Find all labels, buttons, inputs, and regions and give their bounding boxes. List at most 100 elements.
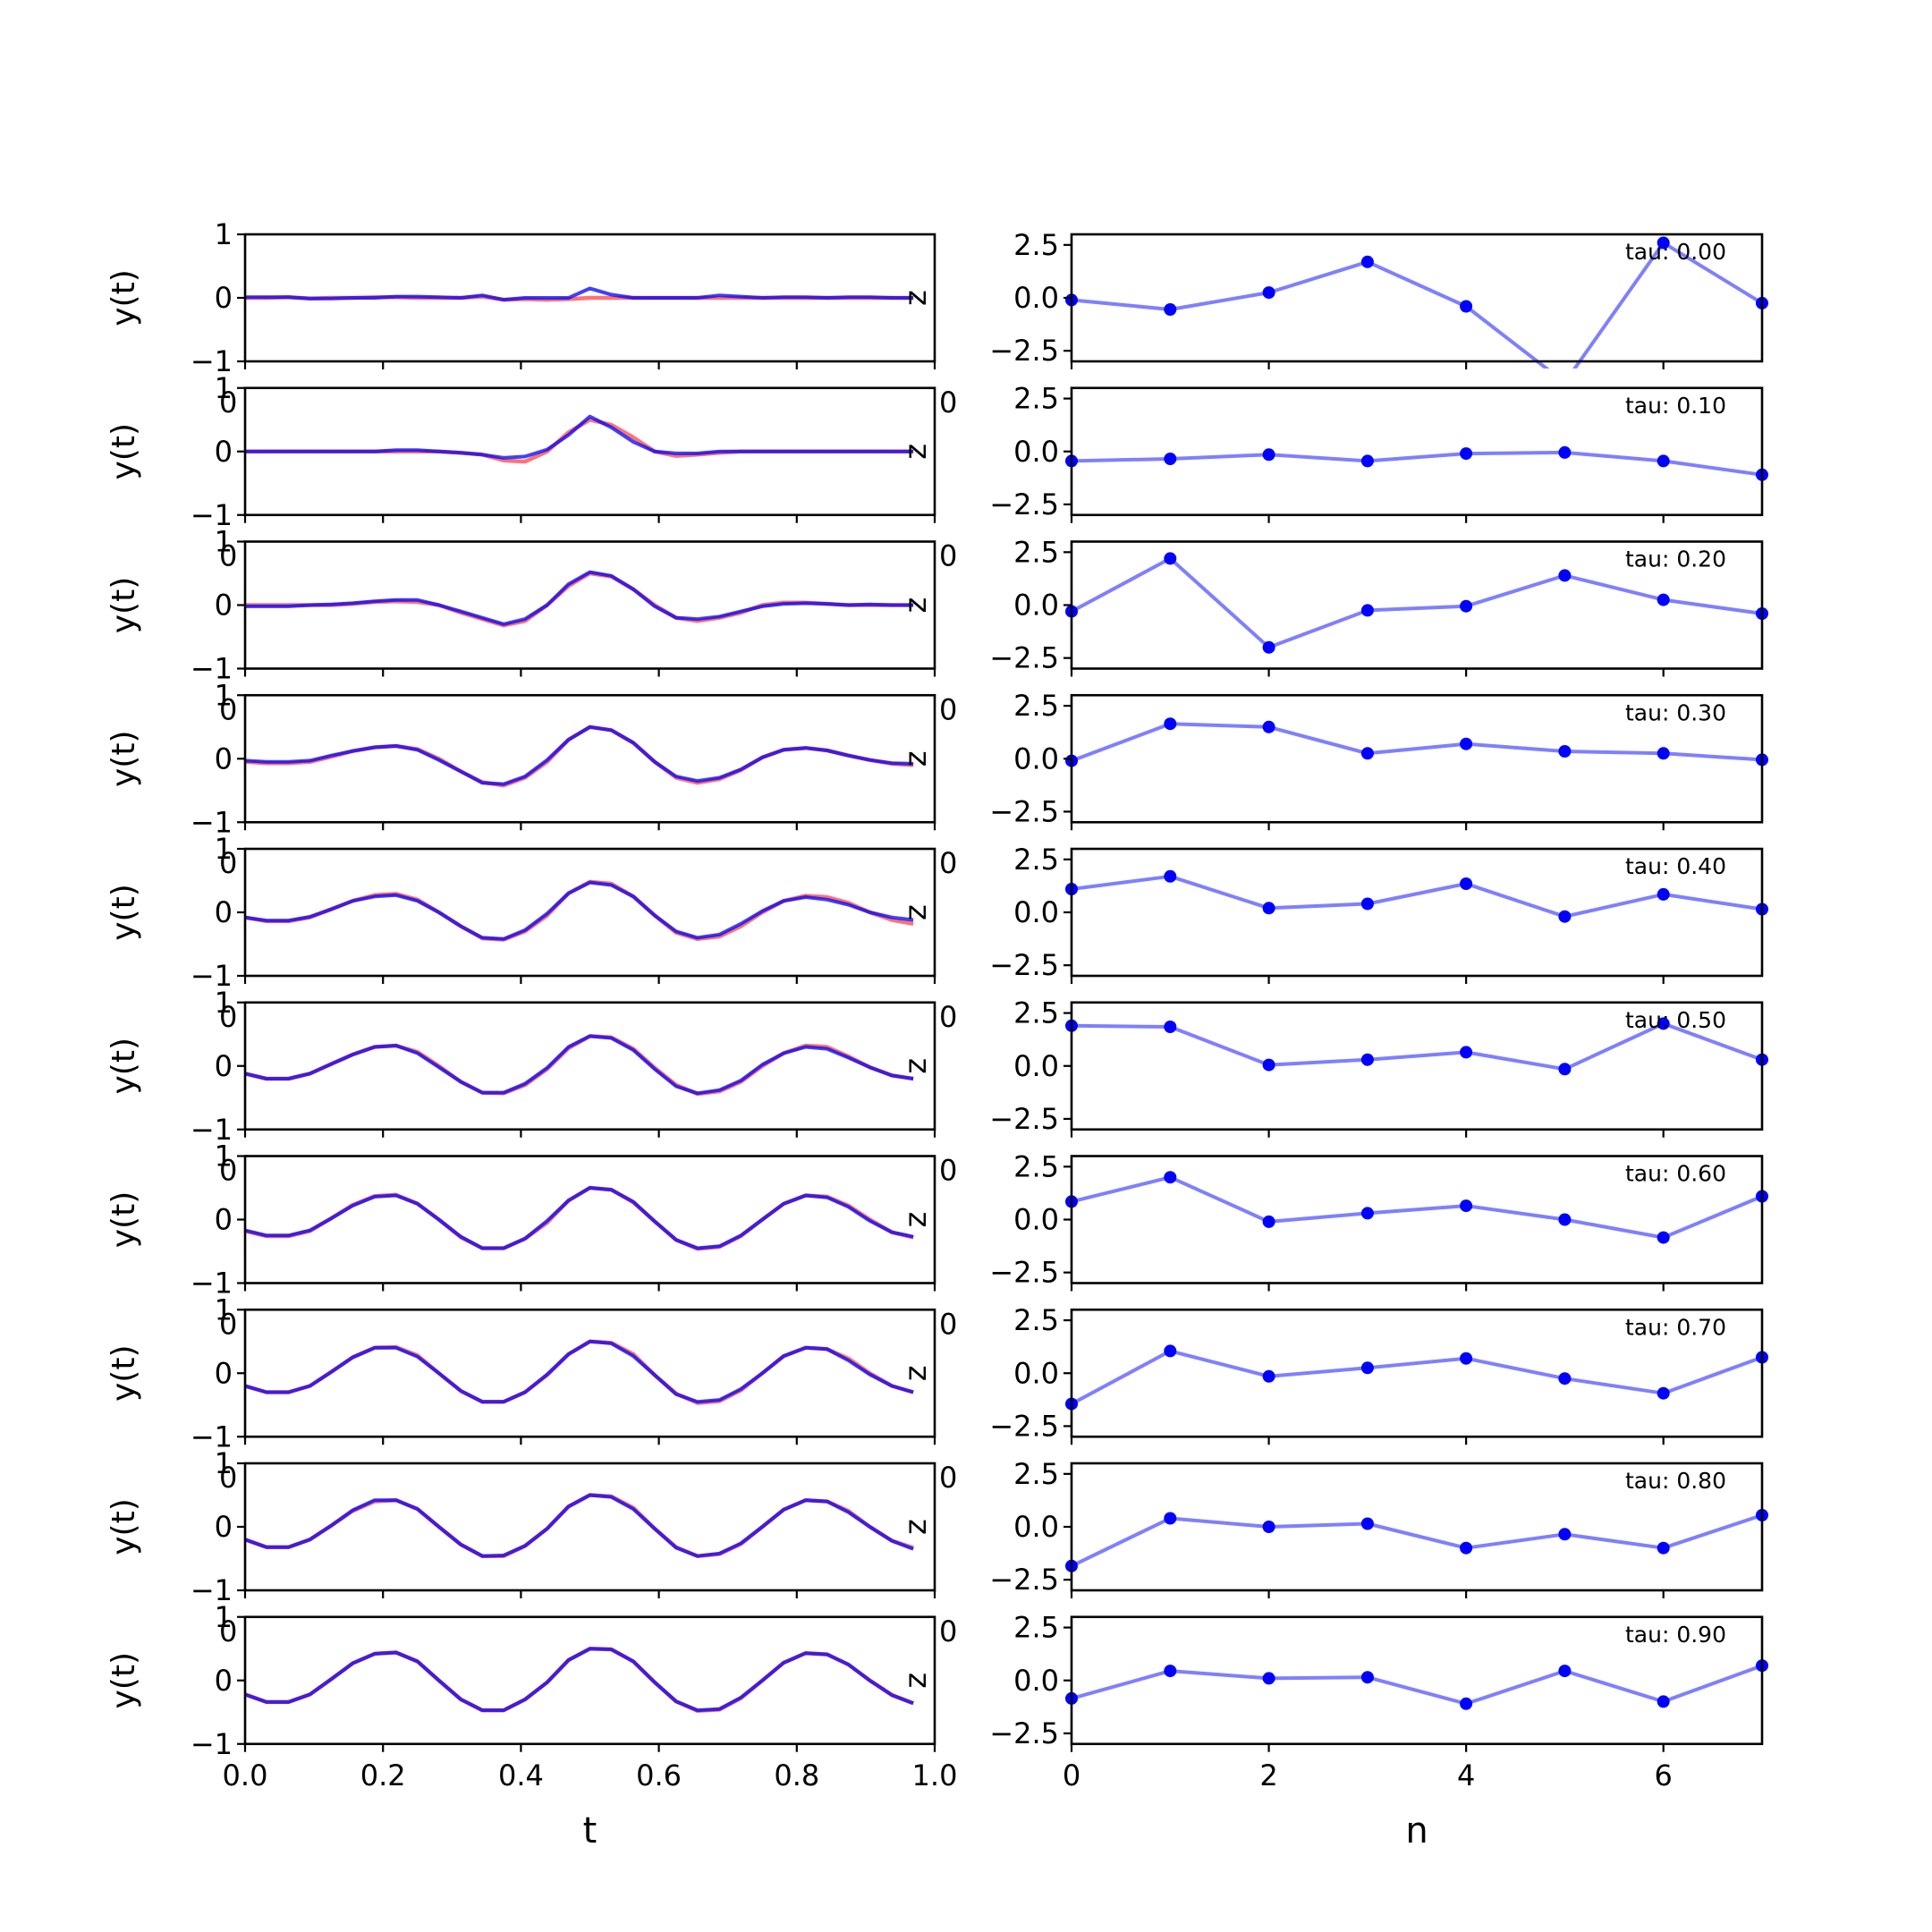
coefficient-point xyxy=(1460,1046,1473,1059)
coefficient-line xyxy=(1071,1021,1763,1072)
coefficient-point xyxy=(1657,236,1670,250)
coefficient-panel-8: −2.5 0.0 2.5 tau: 0.80 0 xyxy=(939,1457,1768,1598)
model-curve xyxy=(245,880,914,941)
side-label-z: z xyxy=(898,1673,934,1689)
y-tick-label: 1 xyxy=(215,678,233,712)
coefficient-point xyxy=(1262,902,1275,915)
side-label-z: z xyxy=(898,444,934,460)
coefficient-point xyxy=(1262,1521,1275,1533)
coefficient-line xyxy=(1071,722,1763,763)
y-tick-label: 1 xyxy=(215,1292,233,1326)
x-axis-label: n xyxy=(1405,1810,1428,1852)
model-curve xyxy=(245,414,914,460)
stray-tick-label: 0 xyxy=(939,1614,957,1648)
coefficient-point xyxy=(1460,1697,1473,1710)
y-tick-label: 2.5 xyxy=(1013,228,1059,262)
stray-tick-label: 0 xyxy=(219,1000,237,1034)
coefficient-point xyxy=(1164,1512,1177,1525)
x-tick-label: 2 xyxy=(1259,1758,1277,1792)
y-tick-label: 2.5 xyxy=(1013,1149,1059,1183)
coefficient-line xyxy=(1071,1513,1763,1568)
y-tick-label: 0 xyxy=(215,1356,233,1390)
axis-frame xyxy=(243,693,936,824)
coefficient-point xyxy=(1657,454,1670,468)
y-axis-label: y(t) xyxy=(106,1038,142,1095)
y-tick-label: 0.0 xyxy=(1013,589,1059,623)
y-tick-label: −1 xyxy=(191,1267,233,1301)
side-label-z: z xyxy=(898,750,934,767)
stray-tick-label: 0 xyxy=(939,1307,957,1341)
y-tick-label: −2.5 xyxy=(989,1716,1059,1750)
tau-annotation: tau: 0.90 xyxy=(1625,1622,1726,1648)
y-axis-label: y(t) xyxy=(106,1498,142,1555)
coefficient-panel-1: −2.5 0.0 2.5 tau: 0.10 0 xyxy=(939,382,1768,523)
y-tick-label: 0.0 xyxy=(1013,281,1059,315)
side-label-z: z xyxy=(898,1058,934,1074)
y-tick-label: 0 xyxy=(215,435,233,469)
y-axis-label: y(t) xyxy=(106,577,142,634)
stray-tick-label: 0 xyxy=(219,1307,237,1341)
model-curve xyxy=(245,1647,914,1713)
stray-tick-label: 0 xyxy=(219,1614,237,1648)
coefficient-point xyxy=(1558,445,1572,459)
y-tick-label: −2.5 xyxy=(989,1256,1059,1290)
coefficient-point xyxy=(1262,1369,1275,1383)
coefficient-point xyxy=(1164,717,1177,731)
y-tick-label: −1 xyxy=(191,652,233,686)
coefficient-point xyxy=(1460,1352,1473,1365)
tau-annotation: tau: 0.50 xyxy=(1625,1007,1726,1033)
coefficient-point xyxy=(1360,454,1374,468)
y-tick-label: 1 xyxy=(215,986,233,1020)
stray-tick-label: 0 xyxy=(939,692,957,726)
reference-curve xyxy=(245,1647,914,1714)
y-tick-label: 0 xyxy=(215,895,233,929)
y-axis-label: y(t) xyxy=(106,269,142,326)
coefficient-point xyxy=(1657,887,1670,901)
coefficient-point xyxy=(1164,1021,1177,1033)
model-curve xyxy=(245,1493,914,1558)
model-curve xyxy=(245,1339,914,1404)
stray-tick-label: 0 xyxy=(219,386,237,419)
y-tick-label: −2.5 xyxy=(989,334,1059,368)
tau-annotation: tau: 0.00 xyxy=(1625,239,1726,265)
model-curve xyxy=(245,1034,914,1096)
y-axis-label: y(t) xyxy=(106,730,142,787)
y-axis-label: y(t) xyxy=(106,423,142,480)
reference-curve xyxy=(245,571,914,628)
axis-frame xyxy=(243,1001,936,1131)
coefficient-point xyxy=(1360,1361,1374,1375)
coefficient-point xyxy=(1558,910,1572,923)
x-tick-label: 0.0 xyxy=(223,1758,268,1792)
y-tick-label: 2.5 xyxy=(1013,689,1059,723)
coefficient-point xyxy=(1360,604,1374,617)
coefficient-panel-3: −2.5 0.0 2.5 tau: 0.30 0 xyxy=(939,689,1768,831)
coefficient-point xyxy=(1262,640,1275,654)
y-tick-label: 0 xyxy=(215,741,233,775)
y-tick-label: 2.5 xyxy=(1013,843,1059,877)
y-tick-label: 2.5 xyxy=(1013,996,1059,1030)
stray-tick-label: 0 xyxy=(939,539,957,573)
tau-annotation: tau: 0.80 xyxy=(1625,1468,1726,1494)
coefficient-point xyxy=(1657,1017,1670,1030)
tau-annotation: tau: 0.20 xyxy=(1625,547,1726,572)
coefficient-line xyxy=(1071,1664,1763,1706)
coefficient-point xyxy=(1164,303,1177,316)
coefficient-point xyxy=(1558,1528,1572,1541)
coefficient-panel-5: −2.5 0.0 2.5 tau: 0.50 0 xyxy=(939,996,1768,1138)
axis-frame xyxy=(243,1615,936,1746)
coefficient-point xyxy=(1558,745,1572,758)
coefficient-point xyxy=(1460,877,1473,890)
model-curve xyxy=(245,1186,914,1250)
stray-tick-label: 0 xyxy=(939,1154,957,1188)
y-axis-label: y(t) xyxy=(106,1191,142,1249)
coefficient-point xyxy=(1558,1372,1572,1385)
stray-tick-label: 0 xyxy=(219,1154,237,1188)
x-tick-label: 4 xyxy=(1457,1758,1475,1792)
coefficient-panel-2: −2.5 0.0 2.5 tau: 0.20 0 xyxy=(939,535,1768,677)
coefficient-point xyxy=(1262,1215,1275,1228)
y-tick-label: 0.0 xyxy=(1013,1664,1059,1698)
coefficient-point xyxy=(1360,747,1374,760)
